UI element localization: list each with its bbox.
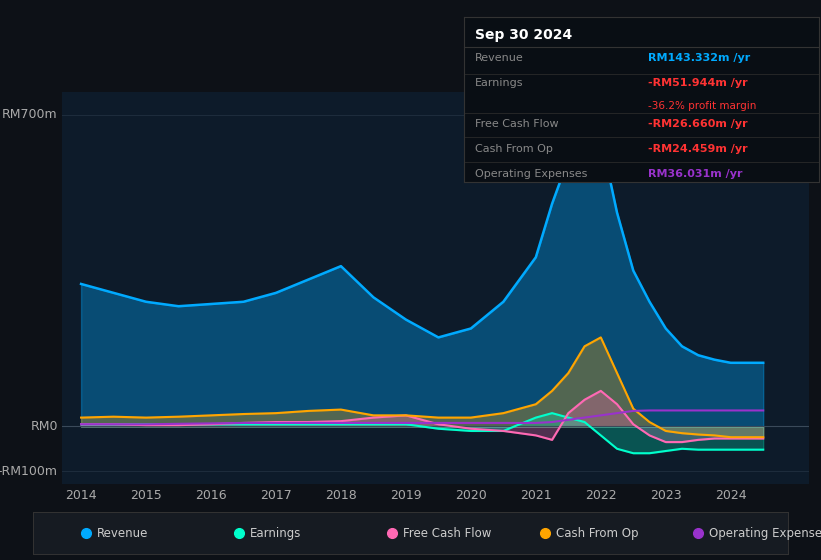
Text: Revenue: Revenue: [475, 53, 523, 63]
Text: Operating Expenses: Operating Expenses: [709, 527, 821, 540]
Text: RM143.332m /yr: RM143.332m /yr: [649, 53, 750, 63]
Text: RM700m: RM700m: [2, 108, 57, 121]
Text: -36.2% profit margin: -36.2% profit margin: [649, 101, 757, 111]
Text: -RM26.660m /yr: -RM26.660m /yr: [649, 119, 748, 129]
Text: Revenue: Revenue: [97, 527, 149, 540]
Text: Cash From Op: Cash From Op: [556, 527, 639, 540]
Text: Free Cash Flow: Free Cash Flow: [475, 119, 558, 129]
Text: Operating Expenses: Operating Expenses: [475, 169, 587, 179]
Text: RM0: RM0: [30, 420, 57, 433]
Text: -RM51.944m /yr: -RM51.944m /yr: [649, 78, 748, 88]
Text: RM36.031m /yr: RM36.031m /yr: [649, 169, 743, 179]
Text: Free Cash Flow: Free Cash Flow: [403, 527, 491, 540]
Text: -RM24.459m /yr: -RM24.459m /yr: [649, 144, 748, 154]
Text: Earnings: Earnings: [250, 527, 301, 540]
Text: Earnings: Earnings: [475, 78, 523, 88]
Text: -RM100m: -RM100m: [0, 465, 57, 478]
Text: Sep 30 2024: Sep 30 2024: [475, 29, 571, 43]
Text: Cash From Op: Cash From Op: [475, 144, 553, 154]
